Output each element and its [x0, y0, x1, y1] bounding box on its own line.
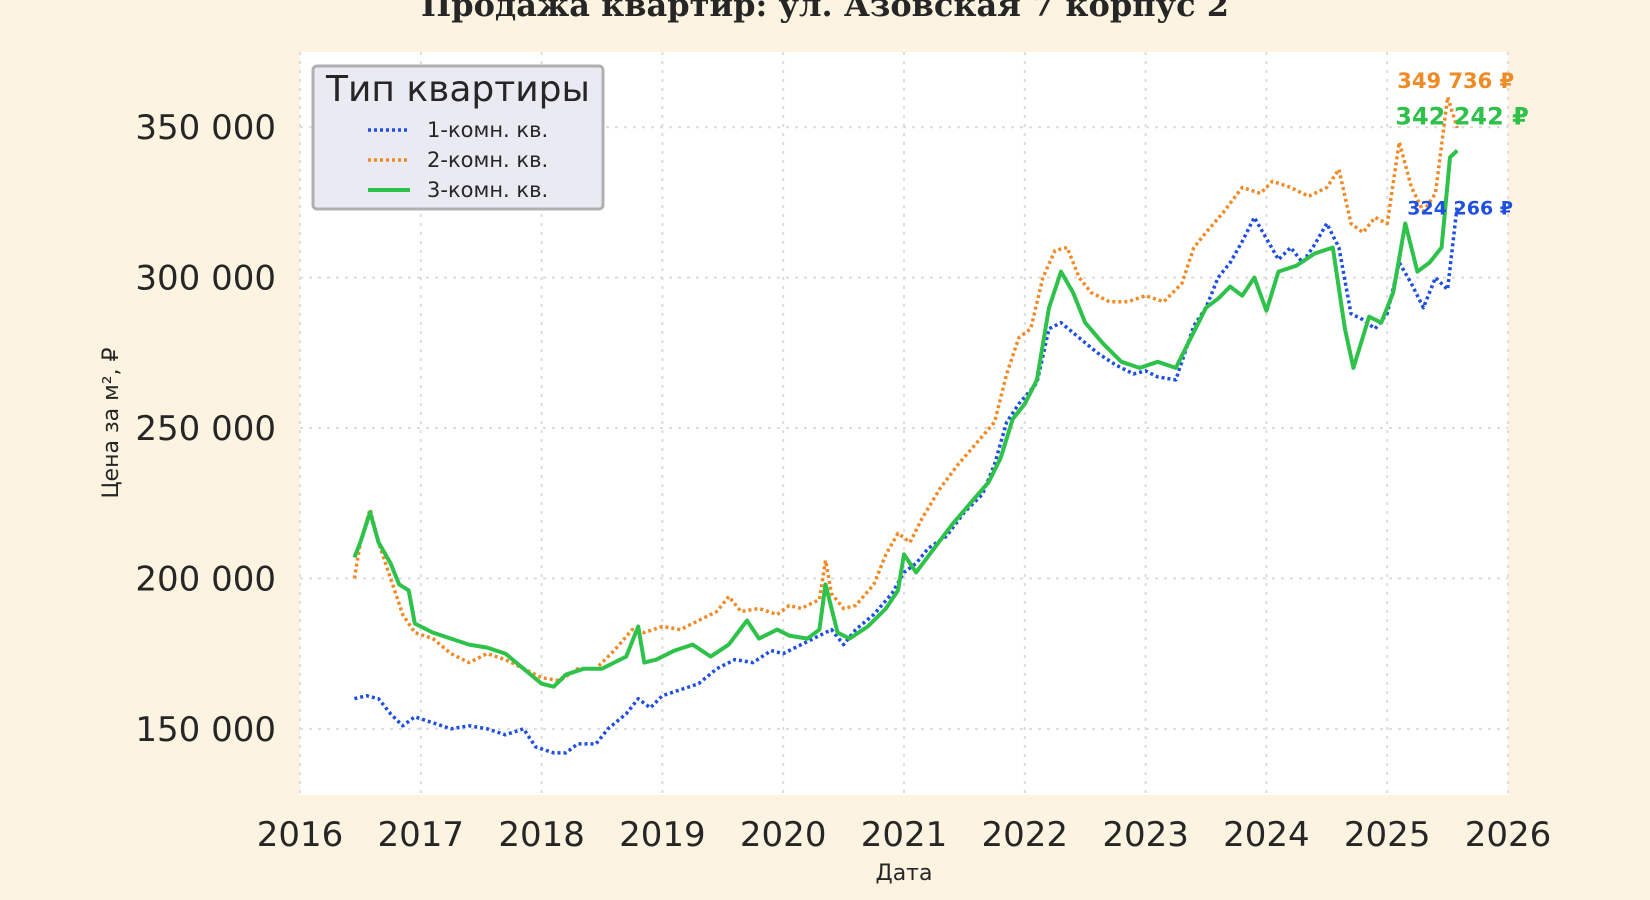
series-line-3 [352, 149, 1459, 689]
y-axis-ticks: 150 000 200 000 250 000 300 000 350 000 [135, 108, 276, 750]
legend-label-3: 3-комн. кв. [427, 178, 548, 202]
x-tick-label: 2025 [1344, 815, 1431, 855]
legend-label-1: 1-комн. кв. [427, 118, 548, 142]
chart-title: Продажа квартир: ул. Азовская 7 корпус 2 [421, 0, 1229, 24]
x-axis-ticks: 2016 2017 2018 2019 2020 2021 2022 2023 2024 2025… [257, 815, 1552, 855]
x-axis-label: Дата [876, 861, 933, 886]
y-tick-label: 350 000 [135, 108, 276, 148]
x-tick-label: 2016 [257, 815, 344, 855]
end-label-1: 324 266 ₽ [1407, 198, 1513, 220]
grid-lines [299, 52, 1509, 795]
y-tick-label: 150 000 [135, 710, 276, 750]
x-tick-label: 2020 [740, 815, 827, 855]
end-label-3: 342 242 ₽ [1395, 103, 1529, 131]
end-label-2: 349 736 ₽ [1397, 69, 1514, 93]
legend-title: Тип квартиры [325, 69, 590, 110]
legend-box [311, 64, 605, 211]
series-lines [352, 95, 1460, 755]
x-tick-label: 2018 [498, 815, 585, 855]
x-tick-label: 2022 [982, 815, 1069, 855]
y-tick-label: 250 000 [135, 409, 276, 449]
x-tick-label: 2024 [1223, 815, 1310, 855]
end-value-labels: 324 266 ₽ 349 736 ₽ 342 242 ₽ [1395, 69, 1529, 220]
y-axis-label: Цена за м², ₽ [99, 347, 124, 498]
x-tick-label: 2017 [378, 815, 465, 855]
legend: Тип квартиры 1-комн. кв. 2-комн. кв. 3-ком… [311, 64, 605, 211]
y-tick-label: 300 000 [135, 259, 276, 299]
x-tick-label: 2023 [1102, 815, 1189, 855]
x-tick-label: 2019 [619, 815, 706, 855]
legend-label-2: 2-комн. кв. [427, 148, 548, 172]
x-tick-label: 2026 [1465, 815, 1552, 855]
y-tick-label: 200 000 [135, 559, 276, 599]
x-tick-label: 2021 [861, 815, 948, 855]
legend-items: 1-комн. кв. 2-комн. кв. 3-комн. кв. [368, 118, 548, 202]
